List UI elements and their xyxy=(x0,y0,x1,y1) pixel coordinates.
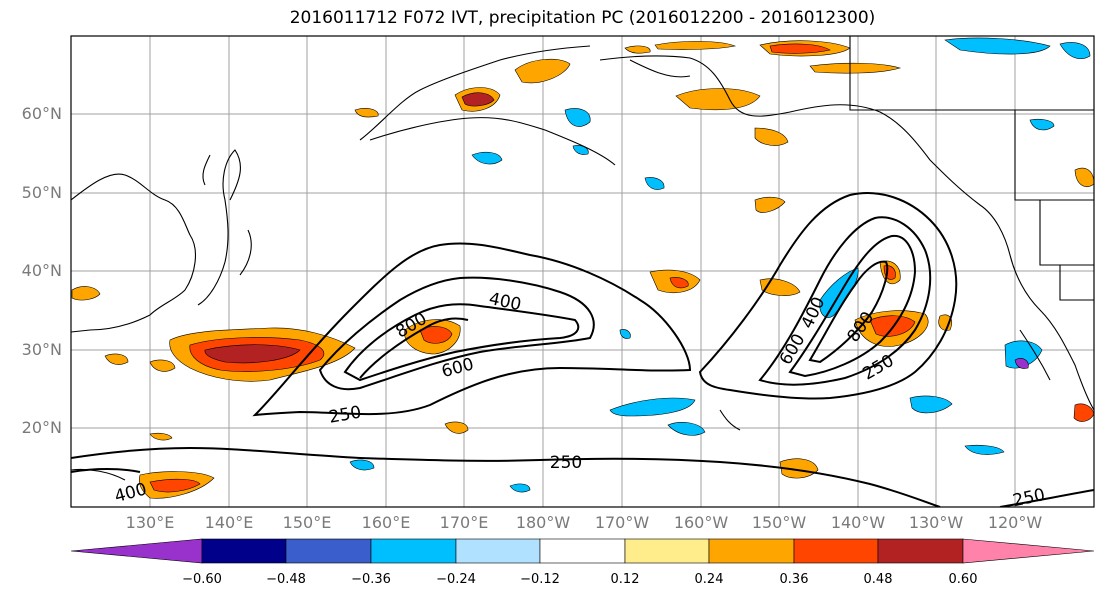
colorbar-tick: 0.48 xyxy=(863,572,893,587)
lon-label: 170°E xyxy=(439,513,489,532)
map-frame xyxy=(70,35,1095,508)
lon-label: 150°E xyxy=(282,513,332,532)
ivt-contours xyxy=(71,191,1094,507)
colorbar-segment xyxy=(455,538,541,564)
colorbar-segment xyxy=(201,538,287,564)
colorbar-segment xyxy=(70,538,203,564)
contour-label: 250 xyxy=(550,453,582,473)
lon-label: 160°E xyxy=(361,513,411,532)
colorbar-segment xyxy=(877,538,964,564)
colorbar-tick: −0.36 xyxy=(351,572,391,587)
colorbar-tick: 0.24 xyxy=(694,572,724,587)
colorbar-tick: 0.36 xyxy=(779,572,809,587)
lon-label: 140°E xyxy=(204,513,254,532)
colorbar xyxy=(70,538,1095,564)
lat-label: 60°N xyxy=(21,104,62,123)
colorbar-tick: −0.48 xyxy=(266,572,306,587)
colorbar-segment xyxy=(962,538,1095,564)
colorbar-segment xyxy=(624,538,710,564)
lon-label: 150°W xyxy=(751,513,807,532)
colorbar-segment xyxy=(793,538,879,564)
colorbar-tick: 0.60 xyxy=(948,572,978,587)
lon-label: 140°W xyxy=(830,513,886,532)
colorbar-tick: −0.12 xyxy=(520,572,560,587)
lon-label: 180°W xyxy=(515,513,571,532)
precipitation-shading xyxy=(71,37,1094,499)
colorbar-segment xyxy=(370,538,457,564)
map-title: 2016011712 F072 IVT, precipitation PC (2… xyxy=(289,8,876,28)
lat-label: 50°N xyxy=(21,183,62,202)
lon-label: 130°E xyxy=(125,513,175,532)
lat-label: 30°N xyxy=(21,340,62,359)
lon-label: 120°W xyxy=(987,513,1043,532)
coastlines xyxy=(71,36,1094,481)
lat-label: 20°N xyxy=(21,418,62,437)
colorbar-segment xyxy=(539,538,626,564)
lon-label: 160°W xyxy=(673,513,729,532)
lat-label: 40°N xyxy=(21,261,62,280)
colorbar-segment xyxy=(708,538,795,564)
colorbar-tick: −0.24 xyxy=(436,572,476,587)
colorbar-tick: 0.12 xyxy=(610,572,640,587)
lon-label: 170°W xyxy=(594,513,650,532)
colorbar-segment xyxy=(285,538,372,564)
lon-label: 130°W xyxy=(908,513,964,532)
colorbar-tick: −0.60 xyxy=(182,572,222,587)
